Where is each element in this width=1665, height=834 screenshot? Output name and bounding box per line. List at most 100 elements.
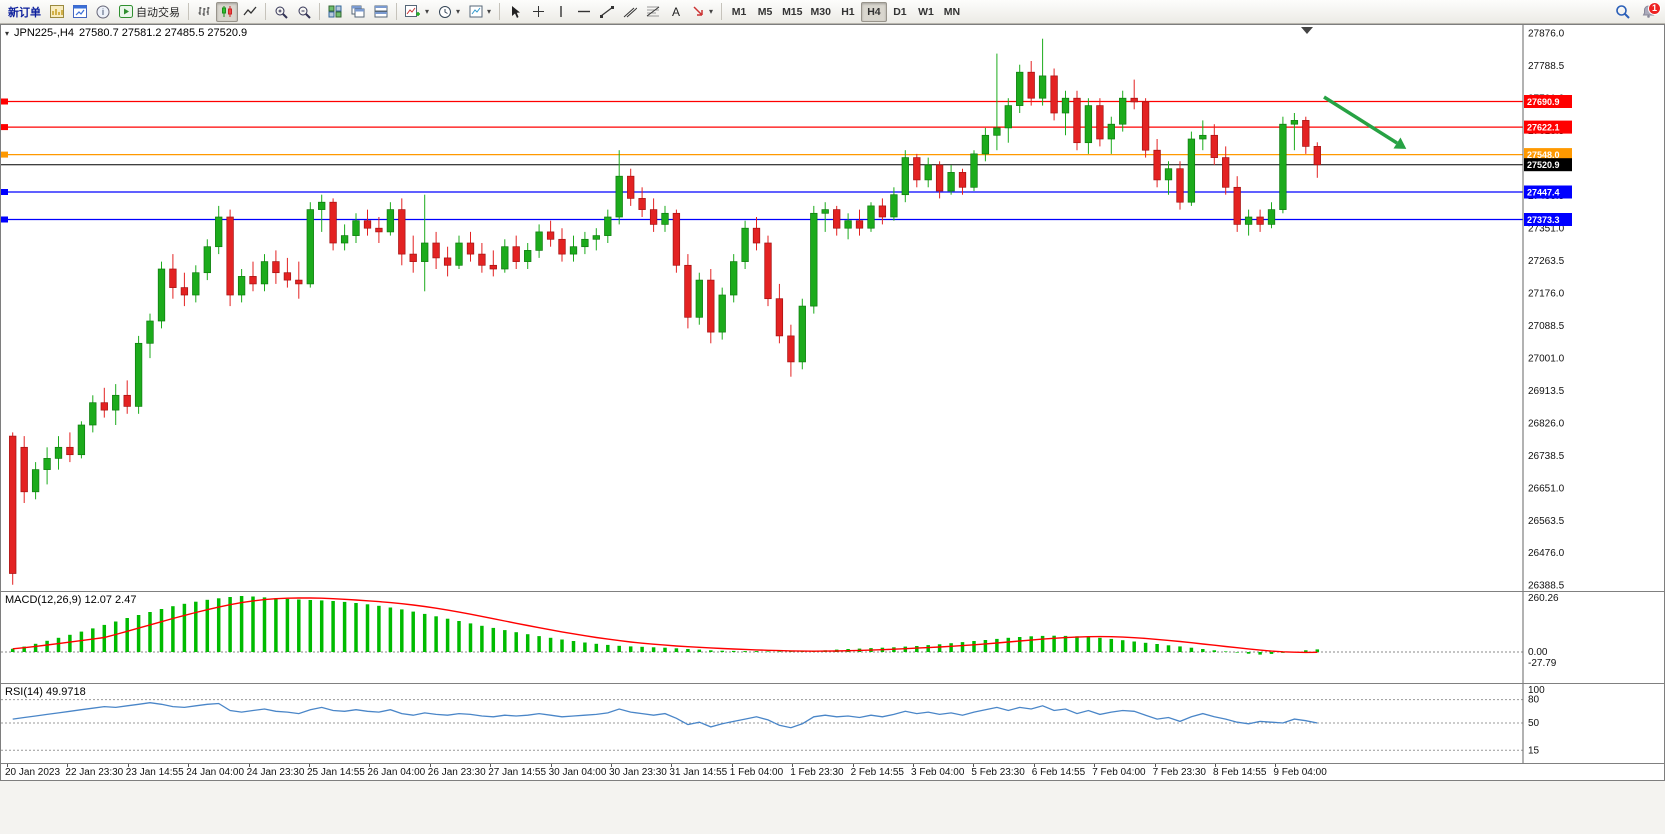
time-axis-tick (792, 764, 794, 767)
new-order-button[interactable]: 新订单 (4, 2, 45, 22)
candlestick-chart[interactable]: 27876.027788.527701.027613.527526.027438… (1, 25, 1664, 591)
templates-button[interactable]: ▾ (465, 2, 495, 22)
time-label: 8 Feb 14:55 (1213, 767, 1267, 778)
trendline-button[interactable] (596, 2, 618, 22)
price-axis-label: 27001.0 (1528, 353, 1565, 364)
rsi-label-text: RSI(14) 49.9718 (5, 686, 86, 698)
time-label: 1 Feb 23:30 (790, 767, 844, 778)
data-window-button[interactable] (69, 2, 91, 22)
search-icon (1615, 4, 1630, 19)
timeframe-m30-button[interactable]: M30 (810, 5, 831, 18)
new-chart-button[interactable]: ▾ (401, 2, 433, 22)
timeframe-m5-button[interactable]: M5 (757, 5, 773, 18)
candlestick-chart-button[interactable] (216, 1, 238, 22)
macd-chart[interactable]: 260.26 0.00-27.79 (1, 592, 1664, 683)
navigator-icon: i (96, 5, 110, 19)
trendline-icon (600, 5, 615, 18)
timeframe-w1-button[interactable]: W1 (918, 5, 934, 18)
cascade-windows-icon (351, 5, 365, 18)
price-badge: 27622.1 (1524, 120, 1572, 134)
time-label: 26 Jan 04:00 (367, 767, 426, 778)
price-axis-label: 26738.5 (1528, 451, 1565, 462)
time-axis-tick (127, 764, 129, 767)
notifications-button[interactable]: 1 (1635, 1, 1661, 22)
time-label: 24 Jan 04:00 (186, 767, 245, 778)
text-tool-button[interactable]: A (665, 2, 687, 22)
price-badge: 27447.4 (1524, 185, 1572, 199)
autotrading-icon (119, 5, 133, 18)
zoom-in-icon (274, 5, 288, 19)
toolbar-separator (721, 3, 723, 20)
timeframe-m1-button[interactable]: M1 (731, 5, 747, 18)
time-axis-tick (852, 764, 854, 767)
svg-text:27548.0: 27548.0 (1527, 150, 1560, 160)
zoom-out-icon (297, 5, 311, 19)
price-axis-label: 27263.5 (1528, 256, 1565, 267)
equidistant-channel-button[interactable] (619, 2, 641, 22)
time-axis[interactable]: 20 Jan 2023 22 Jan 23:30 23 Jan 14:55 24 Ja… (1, 763, 1664, 780)
time-axis-tick (67, 764, 69, 767)
line-left-marker (1, 216, 8, 223)
time-axis-tick (1033, 764, 1035, 767)
price-badge: 27548.0 (1524, 148, 1572, 162)
rsi-panel: RSI(14) 49.9718 100 80 50 15 (1, 683, 1664, 763)
zoom-in-button[interactable] (270, 2, 292, 22)
chevron-down-icon: ▾ (425, 7, 430, 16)
text-tool-icon: A (670, 5, 682, 18)
svg-text:27622.1: 27622.1 (1527, 123, 1560, 133)
time-label: 31 Jan 14:55 (669, 767, 728, 778)
tile-horizontal-button[interactable] (370, 2, 392, 22)
time-axis-tick (913, 764, 914, 767)
macd-label: MACD(12,26,9) 12.07 2.47 (5, 594, 136, 606)
arrows-tool-button[interactable]: ▾ (688, 2, 717, 22)
cursor-button[interactable] (504, 2, 526, 22)
time-label: 23 Jan 14:55 (125, 767, 184, 778)
svg-text:27373.3: 27373.3 (1527, 215, 1560, 225)
line-chart-button[interactable] (239, 2, 261, 22)
toolbar-separator (188, 3, 189, 20)
fibonacci-icon (646, 5, 660, 18)
fibonacci-button[interactable] (642, 2, 664, 22)
time-axis-tick (188, 764, 190, 767)
horizontal-line-icon (577, 5, 591, 18)
data-window-icon (73, 5, 87, 18)
price-axis-label: 27788.5 (1528, 61, 1565, 72)
tile-windows-button[interactable] (324, 2, 346, 22)
time-axis-tick (1275, 764, 1277, 767)
timeframe-h1-button[interactable]: H1 (841, 5, 855, 18)
zoom-out-button[interactable] (293, 2, 315, 22)
timeframe-mn-button[interactable]: MN (943, 5, 961, 18)
macd-axis-label: 0.00 (1528, 647, 1548, 658)
svg-text:i: i (102, 7, 104, 17)
market-watch-icon (50, 5, 64, 18)
timeframe-h4-button[interactable]: H4 (860, 1, 887, 22)
market-watch-button[interactable] (46, 2, 68, 22)
periods-button[interactable]: ▾ (434, 2, 464, 22)
vertical-line-button[interactable] (550, 2, 572, 22)
crosshair-button[interactable] (527, 2, 549, 22)
window-bottom-area (0, 781, 1665, 834)
rsi-label: RSI(14) 49.9718 (5, 686, 86, 698)
chevron-down-icon: ▾ (709, 7, 714, 16)
crosshair-icon (532, 5, 545, 18)
cascade-windows-button[interactable] (347, 2, 369, 22)
time-label: 2 Feb 14:55 (850, 767, 904, 778)
equidistant-channel-icon (623, 5, 638, 18)
price-axis-label: 27351.0 (1528, 223, 1565, 234)
timeframe-m15-button[interactable]: M15 (782, 5, 803, 18)
autotrading-button[interactable]: 自动交易 (115, 2, 184, 22)
candlestick-icon (220, 5, 234, 18)
bar-chart-button[interactable] (193, 2, 215, 22)
rsi-line (12, 702, 1318, 729)
time-label: 5 Feb 23:30 (971, 767, 1025, 778)
navigator-button[interactable]: i (92, 2, 114, 22)
price-axis-label: 27176.0 (1528, 288, 1565, 299)
tile-horizontal-icon (374, 5, 388, 18)
chart-menu-icon[interactable]: ▾ (5, 28, 10, 38)
rsi-axis-label: 50 (1528, 718, 1540, 729)
timeframe-d1-button[interactable]: D1 (893, 5, 907, 18)
horizontal-line-button[interactable] (573, 2, 595, 22)
time-axis-tick (731, 764, 733, 767)
search-button[interactable] (1611, 2, 1634, 22)
